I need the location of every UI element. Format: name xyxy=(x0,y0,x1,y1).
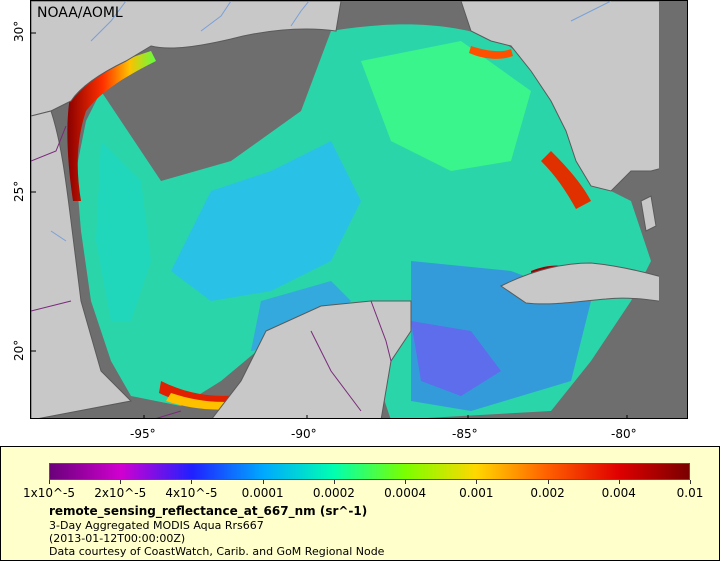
colorbar-tick-label: 0.004 xyxy=(601,486,636,500)
lat-label-25: 25° xyxy=(12,180,26,202)
watermark-label: NOAA/AOML xyxy=(37,5,123,21)
colorbar xyxy=(49,463,690,480)
colorbar-tick-mark xyxy=(405,480,407,484)
graticule xyxy=(31,32,628,418)
colorbar-tick-label: 0.002 xyxy=(530,486,565,500)
colorbar-tick-mark xyxy=(333,480,335,484)
colorbar-tick-mark xyxy=(618,480,620,484)
rivers xyxy=(50,1,612,242)
colorbar-tick-mark xyxy=(262,480,264,484)
lat-label-30: 30° xyxy=(12,20,26,42)
legend-panel: 1x10^-5 2x10^-5 4x10^-5 0.0001 0.0002 0.0004 0… xyxy=(0,446,720,561)
lon-label-85: -85° xyxy=(452,427,478,441)
lon-label-95: -95° xyxy=(130,427,156,441)
colorbar-tick-label: 0.0001 xyxy=(241,486,284,500)
colorbar-tick-label: 0.0004 xyxy=(384,486,427,500)
colorbar-tick-label: 0.0002 xyxy=(312,486,355,500)
colorbar-tick-label: 1x10^-5 xyxy=(22,486,76,500)
colorbar-tick-mark xyxy=(476,480,478,484)
lon-label-90: -90° xyxy=(291,427,317,441)
colorbar-tick-mark xyxy=(547,480,549,484)
map-canvas[interactable]: NOAA/AOML xyxy=(31,1,688,419)
map-panel[interactable]: NOAA/AOML xyxy=(30,0,688,419)
time-line: (2013-01-12T00:00:00Z) xyxy=(49,532,186,545)
product-line: 3-Day Aggregated MODIS Aqua Rrs667 xyxy=(49,519,264,532)
variable-title: remote_sensing_reflectance_at_667_nm (sr… xyxy=(49,504,368,518)
lon-label-80: -80° xyxy=(611,427,637,441)
political-borders xyxy=(31,125,392,418)
reflectance-swath xyxy=(76,24,651,418)
colorbar-tick-label: 4x10^-5 xyxy=(165,486,218,500)
colorbar-tick-label: 0.01 xyxy=(676,486,704,500)
colorbar-tick-mark xyxy=(120,480,122,484)
colorbar-tick-mark xyxy=(49,480,50,484)
colorbar-tick-mark xyxy=(690,480,691,484)
lat-label-20: 20° xyxy=(12,339,26,361)
colorbar-tick-mark xyxy=(191,480,193,484)
colorbar-tick-label: 0.001 xyxy=(459,486,494,500)
credit-line: Data courtesy of CoastWatch, Carib. and … xyxy=(49,545,385,558)
land-masses xyxy=(31,1,687,418)
colorbar-tick-label: 2x10^-5 xyxy=(94,486,147,500)
